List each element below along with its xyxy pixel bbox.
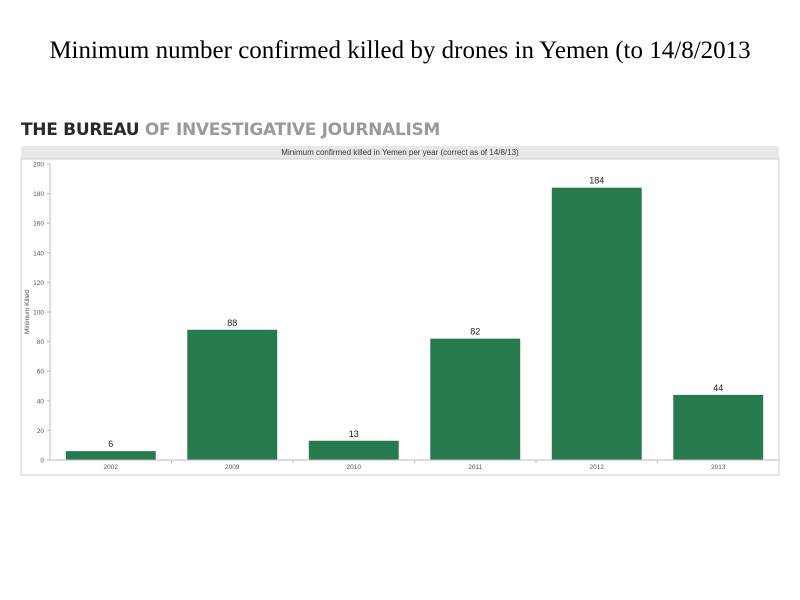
y-tick-label: 180 <box>33 191 44 198</box>
chart-frame <box>20 158 780 476</box>
x-axis: 2002 2009 2010 2011 2012 2013 <box>50 459 779 471</box>
y-tick-label: 80 <box>37 339 45 346</box>
y-tick-label: 120 <box>33 280 44 287</box>
y-tick-label: 100 <box>33 310 44 317</box>
bar-2012 <box>551 187 642 460</box>
bars: 6 88 13 82 184 44 <box>65 176 764 460</box>
bar-2010 <box>308 440 399 460</box>
data-label-2002: 6 <box>108 439 113 449</box>
x-tick-label: 2009 <box>225 464 240 471</box>
y-axis: 0 20 40 60 80 100 120 140 160 180 200 <box>33 162 51 465</box>
x-tick-label: 2010 <box>347 464 362 471</box>
y-tick-label: 200 <box>33 162 44 169</box>
x-tick-label: 2002 <box>104 464 119 471</box>
y-tick-label: 140 <box>33 250 44 257</box>
data-label-2013: 44 <box>713 383 723 393</box>
data-label-2009: 88 <box>227 318 237 328</box>
bar-2013 <box>673 394 764 460</box>
bar-2002 <box>65 451 156 460</box>
y-tick-label: 60 <box>37 369 45 376</box>
y-axis-label: Minimum Killed <box>24 290 31 334</box>
x-tick-label: 2012 <box>590 464 605 471</box>
y-tick-label: 160 <box>33 221 44 228</box>
brand-tagline: OF INVESTIGATIVE JOURNALISM <box>144 120 441 140</box>
x-tick-label: 2011 <box>468 464 482 471</box>
page-title: Minimum number confirmed killed by drone… <box>49 37 751 64</box>
y-tick-label: 20 <box>37 428 45 435</box>
data-label-2012: 184 <box>589 176 604 186</box>
chart-title: Minimum confirmed killed in Yemen per ye… <box>21 146 779 159</box>
y-tick-label: 40 <box>37 398 45 405</box>
bureau-logo: THE BUREAU OF INVESTIGATIVE JOURNALISM <box>21 119 440 141</box>
data-label-2010: 13 <box>349 429 359 439</box>
brand-name: THE BUREAU <box>21 120 140 140</box>
data-label-2011: 82 <box>470 327 480 337</box>
y-tick-label: 0 <box>40 458 44 465</box>
bar-2011 <box>430 338 521 460</box>
bar-2009 <box>187 329 278 460</box>
x-tick-label: 2013 <box>711 464 726 471</box>
